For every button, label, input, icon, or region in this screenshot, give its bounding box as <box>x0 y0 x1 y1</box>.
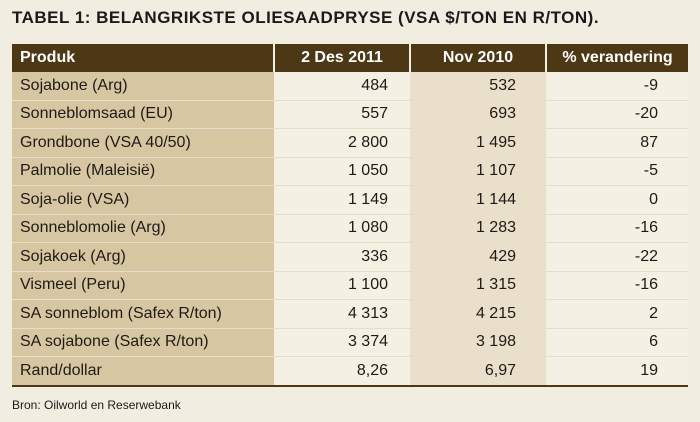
source-note: Bron: Oilworld en Reserwebank <box>12 398 181 412</box>
oilseed-price-table: Produk 2 Des 2011 Nov 2010 % verandering… <box>12 44 688 387</box>
table-title: TABEL 1: BELANGRIKSTE OLIESAADPRYSE (VSA… <box>12 8 600 27</box>
percent-change-cell: 2 <box>546 299 688 329</box>
header-nov-2010: Nov 2010 <box>410 44 547 72</box>
dec-2011-cell: 557 <box>274 100 410 129</box>
header-dec-2011: 2 Des 2011 <box>274 44 411 72</box>
nov-2010-cell: 1 283 <box>410 214 546 243</box>
product-cell: SA sonneblom (Safex R/ton) <box>12 299 274 329</box>
percent-change-cell: -16 <box>546 214 688 243</box>
table-row: Soja-olie (VSA) 1 149 1 144 0 <box>12 185 688 215</box>
product-cell: Palmolie (Maleisië) <box>12 157 274 186</box>
percent-change-cell: -5 <box>546 157 688 186</box>
percent-change-cell: 19 <box>546 356 688 387</box>
dec-2011-cell: 3 374 <box>274 328 410 357</box>
header-product: Produk <box>12 44 275 72</box>
table-row: Palmolie (Maleisië) 1 050 1 107 -5 <box>12 157 688 186</box>
header-row: Produk 2 Des 2011 Nov 2010 % verandering <box>12 44 688 72</box>
dec-2011-cell: 4 313 <box>274 299 410 329</box>
dec-2011-cell: 1 149 <box>274 185 410 215</box>
percent-change-cell: -9 <box>546 72 688 101</box>
product-cell: Rand/dollar <box>12 356 274 387</box>
nov-2010-cell: 3 198 <box>410 328 546 357</box>
table-row: SA sojabone (Safex R/ton) 3 374 3 198 6 <box>12 328 688 357</box>
nov-2010-cell: 6,97 <box>410 356 546 387</box>
percent-change-cell: -16 <box>546 271 688 300</box>
nov-2010-cell: 693 <box>410 100 546 129</box>
nov-2010-cell: 1 495 <box>410 128 546 158</box>
nov-2010-cell: 1 315 <box>410 271 546 300</box>
product-cell: Sonneblomsaad (EU) <box>12 100 274 129</box>
product-cell: SA sojabone (Safex R/ton) <box>12 328 274 357</box>
percent-change-cell: 6 <box>546 328 688 357</box>
nov-2010-cell: 532 <box>410 72 546 101</box>
table-row: Rand/dollar 8,26 6,97 19 <box>12 356 688 387</box>
percent-change-cell: -20 <box>546 100 688 129</box>
percent-change-cell: 87 <box>546 128 688 158</box>
dec-2011-cell: 8,26 <box>274 356 410 387</box>
header-percent-change: % verandering <box>546 44 688 72</box>
table-row: SA sonneblom (Safex R/ton) 4 313 4 215 2 <box>12 299 688 329</box>
table-row: Vismeel (Peru) 1 100 1 315 -16 <box>12 271 688 300</box>
product-cell: Soja-olie (VSA) <box>12 185 274 215</box>
percent-change-cell: 0 <box>546 185 688 215</box>
dec-2011-cell: 484 <box>274 72 410 101</box>
table-row: Sojakoek (Arg) 336 429 -22 <box>12 242 688 272</box>
nov-2010-cell: 1 107 <box>410 157 546 186</box>
product-cell: Sojakoek (Arg) <box>12 242 274 272</box>
table-row: Grondbone (VSA 40/50) 2 800 1 495 87 <box>12 128 688 158</box>
dec-2011-cell: 336 <box>274 242 410 272</box>
product-cell: Grondbone (VSA 40/50) <box>12 128 274 158</box>
dec-2011-cell: 1 100 <box>274 271 410 300</box>
table-row: Sonneblomolie (Arg) 1 080 1 283 -16 <box>12 214 688 243</box>
dec-2011-cell: 2 800 <box>274 128 410 158</box>
nov-2010-cell: 1 144 <box>410 185 546 215</box>
percent-change-cell: -22 <box>546 242 688 272</box>
product-cell: Vismeel (Peru) <box>12 271 274 300</box>
dec-2011-cell: 1 080 <box>274 214 410 243</box>
table-row: Sonneblomsaad (EU) 557 693 -20 <box>12 100 688 129</box>
nov-2010-cell: 429 <box>410 242 546 272</box>
dec-2011-cell: 1 050 <box>274 157 410 186</box>
table-row: Sojabone (Arg) 484 532 -9 <box>12 72 688 101</box>
nov-2010-cell: 4 215 <box>410 299 546 329</box>
product-cell: Sojabone (Arg) <box>12 72 274 101</box>
product-cell: Sonneblomolie (Arg) <box>12 214 274 243</box>
